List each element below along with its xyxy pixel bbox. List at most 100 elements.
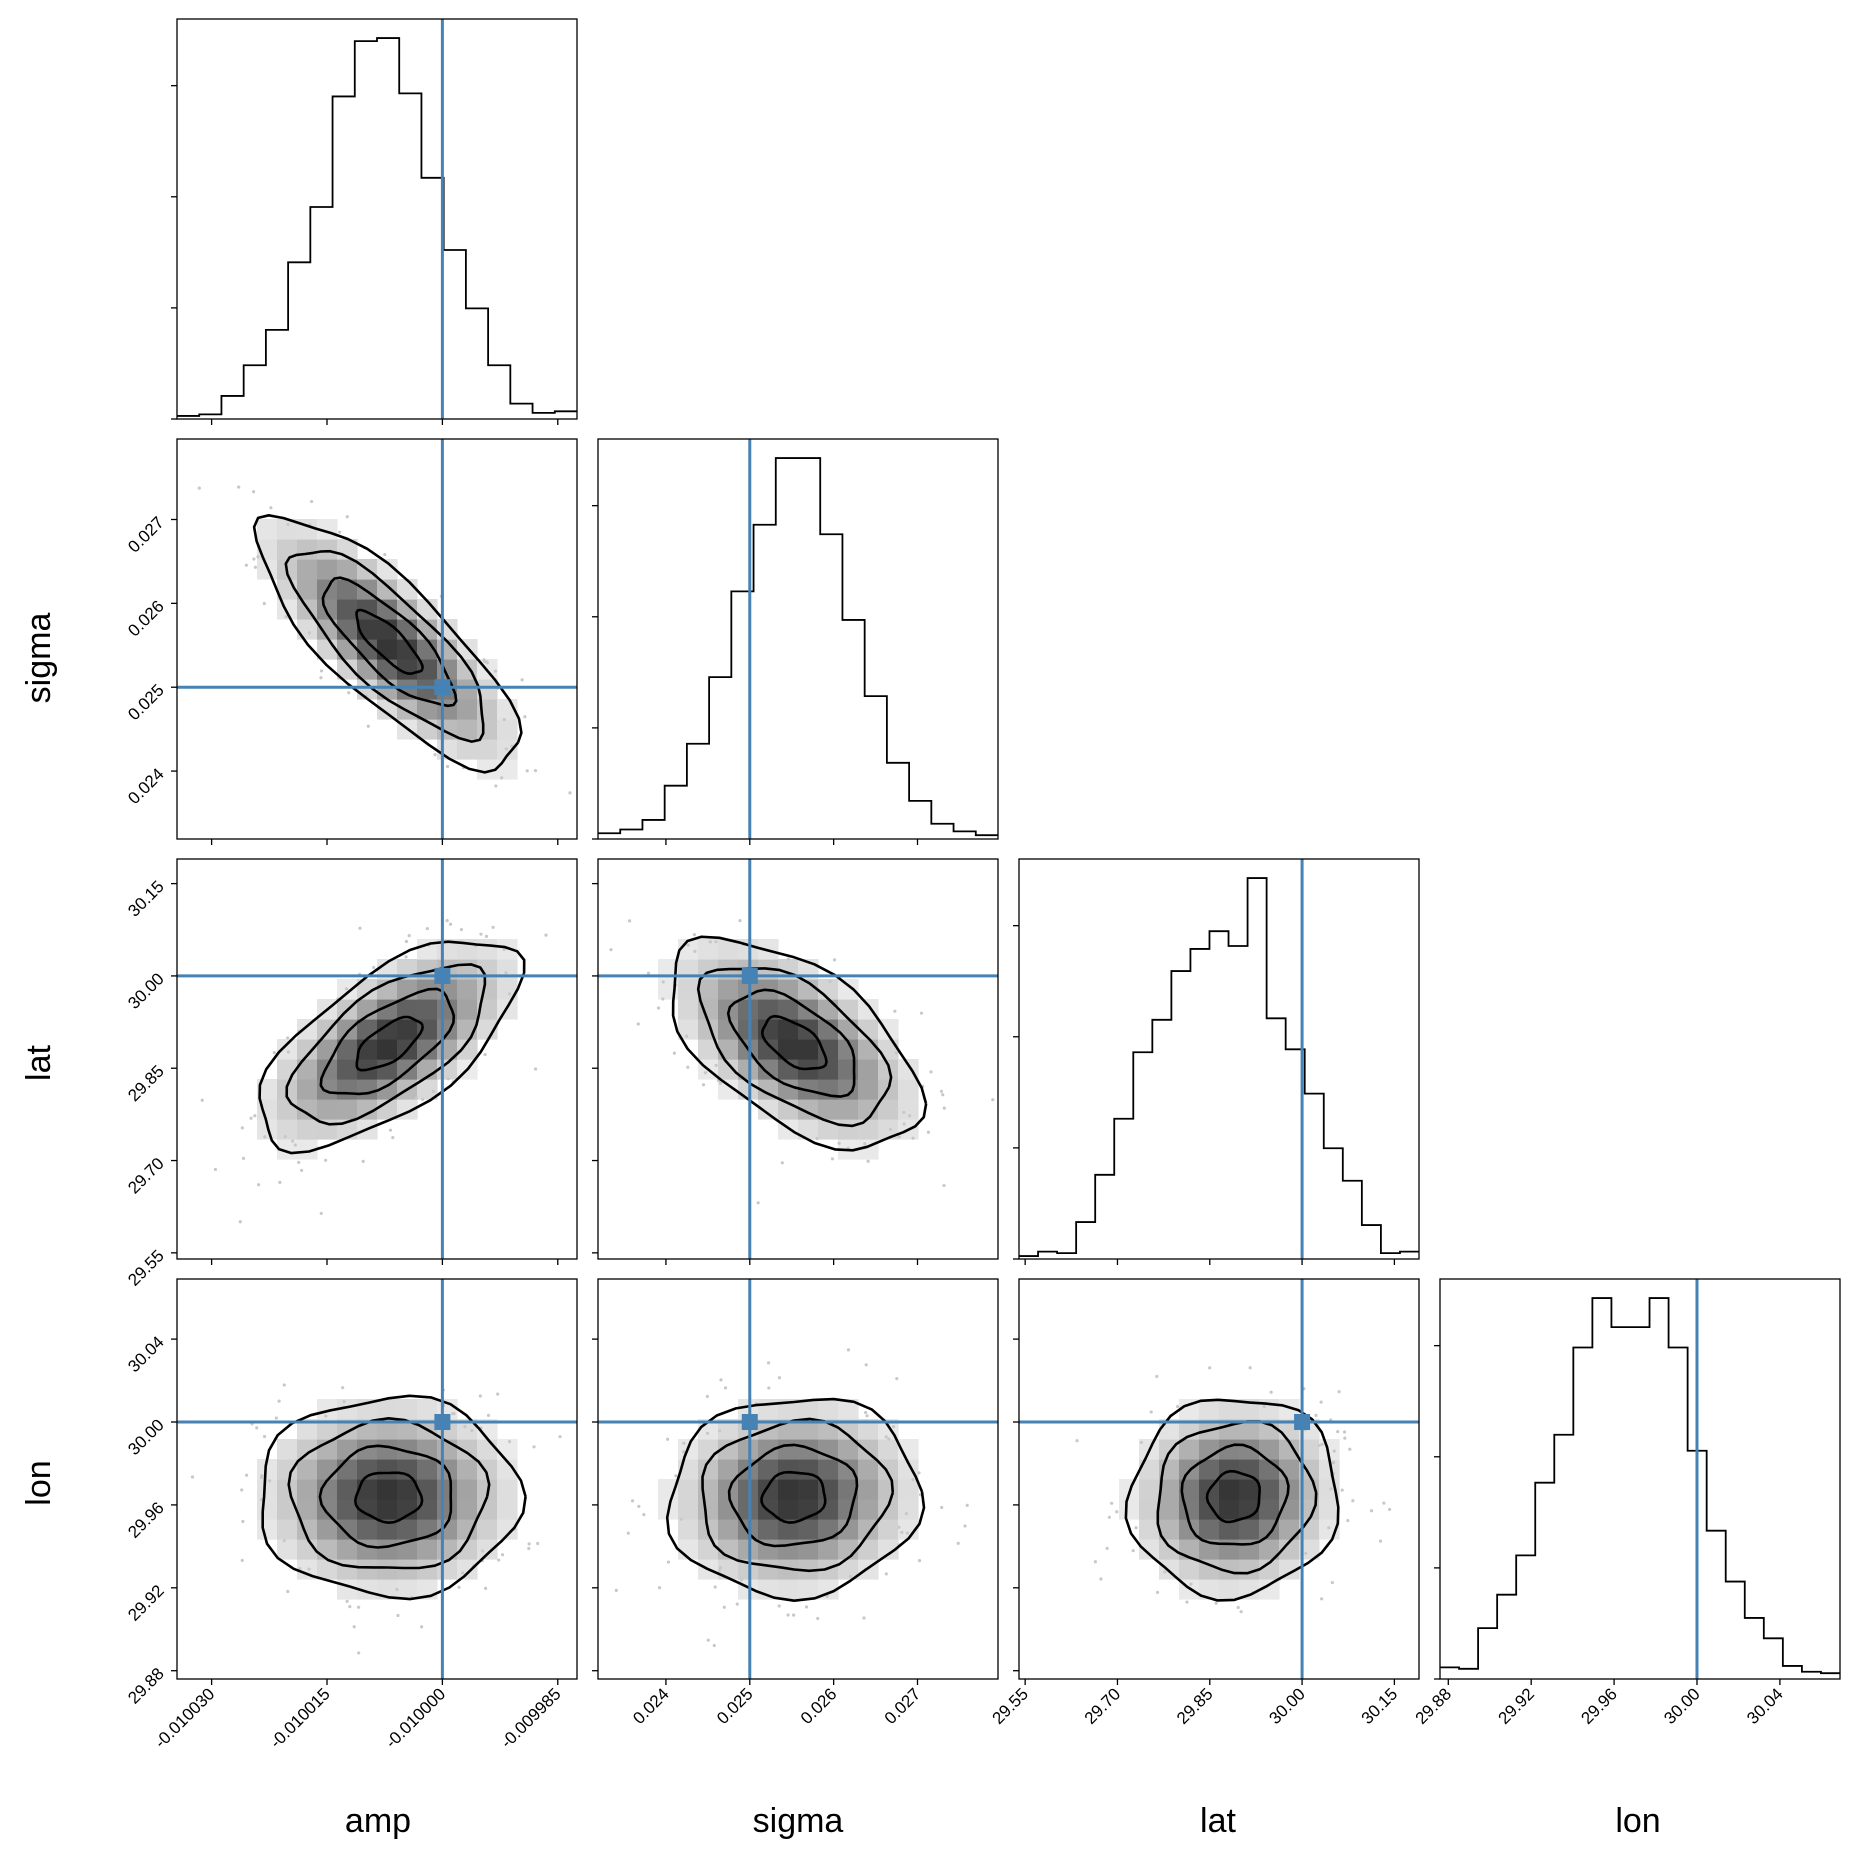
sample-point: [425, 926, 429, 931]
density-cell: [457, 1539, 478, 1560]
density-cell: [1219, 1479, 1240, 1500]
sample-point: [1327, 1526, 1331, 1530]
sample-point: [483, 1052, 487, 1057]
density-cell: [798, 1119, 819, 1140]
density-cell: [277, 519, 298, 540]
sample-point: [666, 1560, 671, 1564]
sample-point: [1099, 1577, 1103, 1581]
density-cell: [1259, 1559, 1280, 1580]
sample-point: [965, 1503, 969, 1507]
x-tick-label-lat-1: 29.70: [1081, 1684, 1125, 1728]
contour-level-1: [355, 608, 424, 675]
y-axis-label-lat: lat: [20, 1044, 58, 1080]
density-cell: [297, 1499, 318, 1520]
density-cell: [497, 1519, 518, 1540]
sample-point: [894, 1051, 898, 1055]
sample-point: [1176, 1404, 1180, 1409]
density-cell: [758, 1039, 779, 1060]
sample-point: [319, 669, 324, 673]
density-cell: [1179, 1479, 1200, 1500]
y-tick-label-lon-2: 29.96: [124, 1498, 168, 1542]
density-cell: [397, 999, 418, 1020]
sample-point: [478, 1394, 482, 1398]
density-cell: [858, 1459, 879, 1480]
sample-point: [297, 1160, 301, 1164]
density-cell: [477, 1499, 498, 1520]
sample-point: [291, 1139, 295, 1143]
hist-bg-amp: [177, 19, 577, 419]
density-cell: [477, 979, 498, 1000]
sample-point: [862, 1616, 866, 1620]
sample-point: [1342, 1430, 1347, 1434]
sample-point: [479, 932, 483, 936]
contour-level-2: [318, 1444, 453, 1549]
density-cell: [317, 1099, 338, 1120]
density-cell: [778, 1019, 799, 1040]
density-cell: [718, 1519, 739, 1540]
sample-point: [832, 958, 837, 962]
sample-point: [723, 1386, 728, 1390]
sample-point: [213, 1167, 218, 1172]
sample-point: [1131, 1549, 1135, 1553]
density-cell: [758, 1059, 779, 1080]
density-cell: [718, 1059, 739, 1080]
density-cell: [277, 1099, 298, 1120]
sample-point: [642, 1512, 646, 1517]
sample-point: [1214, 1601, 1218, 1605]
density-cell: [297, 619, 318, 640]
sample-point: [1185, 1600, 1189, 1604]
y-tick-label-sigma-0: 0.024: [124, 764, 168, 808]
density-cell: [778, 1499, 799, 1520]
scatter-panel-sigma-lon: 0.024 0.025 0.026 0.027: [592, 1278, 999, 1728]
x-tick-label-lon-1: 29.92: [1494, 1684, 1538, 1728]
sample-point: [1115, 1510, 1119, 1514]
sample-point: [260, 1474, 264, 1478]
density-cell: [417, 1559, 438, 1580]
density-cell: [297, 579, 318, 600]
density-cell: [1219, 1579, 1240, 1600]
density-cell: [337, 1079, 358, 1100]
density-cell: [1279, 1459, 1300, 1480]
density-cell: [798, 1419, 819, 1440]
contour-level-3: [701, 1417, 895, 1573]
sample-point: [277, 1399, 281, 1403]
sample-point: [766, 1361, 771, 1365]
density-cell: [477, 1539, 498, 1560]
sample-point: [706, 1638, 710, 1642]
sample-point: [718, 1565, 723, 1570]
density-cell: [297, 1559, 318, 1580]
sample-point: [268, 1479, 272, 1483]
density-cell: [898, 1099, 919, 1120]
density-cell: [417, 999, 438, 1020]
sample-point: [712, 1643, 716, 1648]
sample-point: [661, 980, 665, 984]
x-tick-label-sigma-2: 0.026: [797, 1684, 841, 1728]
density-cell: [1219, 1539, 1240, 1560]
density-cell: [417, 1399, 438, 1420]
density-cell: [1199, 1579, 1220, 1600]
density-cell: [778, 1439, 799, 1460]
truth-marker-lat-lon: [1294, 1414, 1311, 1431]
sample-point: [1382, 1501, 1386, 1505]
sample-point: [1269, 1390, 1273, 1394]
density-cell: [417, 1479, 438, 1500]
density-cell: [457, 1459, 478, 1480]
density-cell: [878, 1019, 899, 1040]
density-cell: [1139, 1499, 1160, 1520]
x-tick-label-lat-2: 29.85: [1173, 1684, 1217, 1728]
density-cell: [1299, 1439, 1320, 1460]
density-cell: [417, 679, 438, 700]
density-cell: [337, 1059, 358, 1080]
density-cell: [277, 1059, 298, 1080]
density-cell: [1219, 1459, 1240, 1480]
panel-frame-amp-sigma: [176, 438, 578, 840]
sample-point: [756, 1201, 760, 1205]
sample-point: [197, 486, 201, 490]
sample-point: [939, 1089, 944, 1093]
density-cell: [277, 1459, 298, 1480]
sample-point: [911, 1136, 915, 1140]
x-axis-label-lon: lon: [1615, 1802, 1660, 1840]
density-cell: [317, 1539, 338, 1560]
density-cell: [678, 1519, 699, 1540]
density-cell: [397, 599, 418, 620]
